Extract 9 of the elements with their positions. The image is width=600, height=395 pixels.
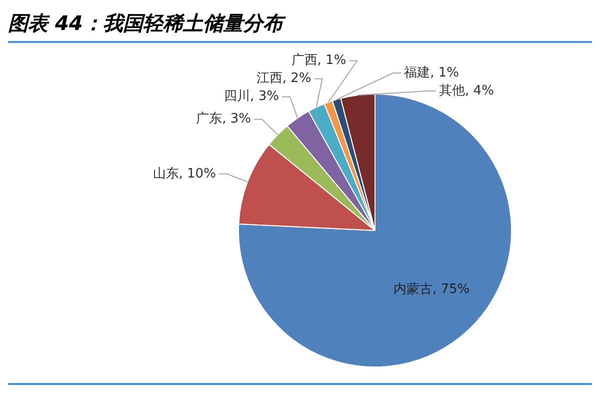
slice-label: 江西, 2% [256,71,312,86]
slice-label: 广西, 1% [291,53,346,68]
slice-label: 内蒙古, 75% [393,282,470,298]
slice-label: 广东, 3% [196,112,252,127]
slice-label: 四川, 3% [224,89,279,104]
slice-label: 福建, 1% [404,65,459,80]
slice-label: 山东, 10% [152,166,216,182]
slice-label: 其他, 4% [439,83,494,98]
chart-title: 图表 44：我国轻稀土储量分布 [8,8,592,43]
